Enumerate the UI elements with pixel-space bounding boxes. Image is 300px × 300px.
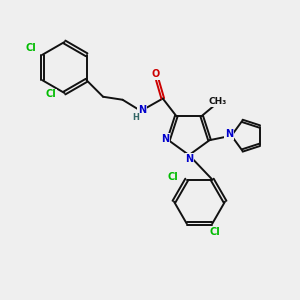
Text: N: N <box>161 134 169 144</box>
Text: Cl: Cl <box>46 89 56 100</box>
Text: N: N <box>138 105 146 115</box>
Text: Cl: Cl <box>26 43 36 53</box>
Text: H: H <box>133 113 140 122</box>
Text: Cl: Cl <box>168 172 178 182</box>
Text: N: N <box>185 154 194 164</box>
Text: Cl: Cl <box>210 227 220 237</box>
Text: N: N <box>225 129 233 139</box>
Text: CH₃: CH₃ <box>208 98 226 106</box>
Text: O: O <box>152 69 160 79</box>
